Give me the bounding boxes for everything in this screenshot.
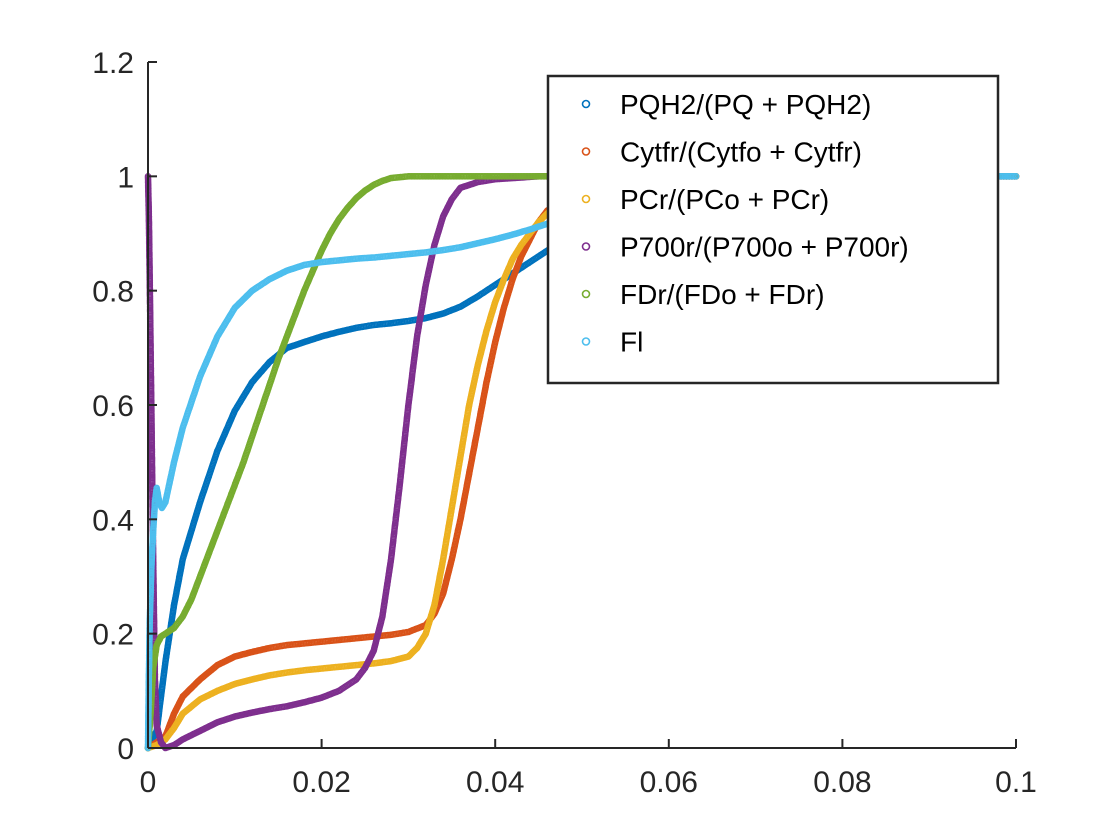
chart: 0 0.02 0.04 0.06 0.08 0.1 00.20.40.60.811.2 P… [92, 47, 1037, 799]
